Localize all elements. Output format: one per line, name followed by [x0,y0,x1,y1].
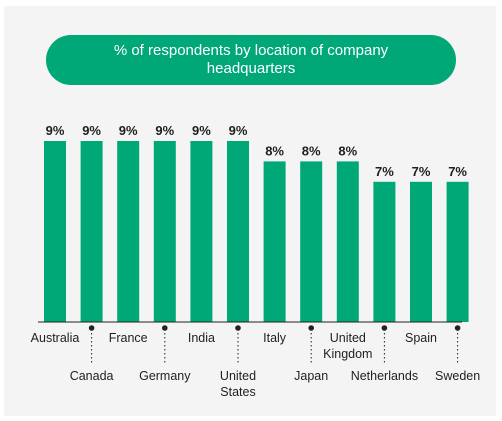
category-label: Netherlands [351,369,418,383]
bar-canada [80,141,103,322]
leader-dot [308,325,315,331]
bar-germany [153,141,176,322]
value-label: 8% [338,143,357,158]
category-label: Italy [263,331,287,345]
leader-dot [235,325,241,331]
value-label: 8% [302,143,321,158]
value-label: 8% [265,143,284,158]
value-label: 9% [229,123,248,138]
value-label: 9% [192,123,211,138]
category-label: Japan [294,369,328,383]
value-label: 7% [375,164,394,179]
bar-sweden [446,181,469,322]
category-label: France [109,331,148,345]
chart-title: % of respondents by location of company … [113,42,389,77]
category-label: Canada [70,369,114,383]
category-label: Sweden [435,369,480,383]
category-label: United [330,331,366,345]
bar-netherlands [373,181,396,322]
category-label: United [220,369,256,383]
category-label: India [188,331,215,345]
chart-title-pill: % of respondents by location of company … [46,35,456,85]
bar-australia [44,141,66,322]
leader-dot [381,325,388,331]
value-label: 9% [82,123,101,138]
value-label: 9% [119,123,138,138]
bar-spain [410,181,432,322]
leader-dot [88,325,95,331]
category-label: Kingdom [323,347,372,361]
value-label: 9% [155,123,174,138]
bar-india [190,141,213,322]
category-label: States [220,385,255,399]
category-label: Australia [31,331,80,345]
leader-dot [162,325,168,331]
value-label: 7% [412,164,431,179]
category-label: Germany [139,369,191,383]
category-label: Spain [405,331,437,345]
leader-dot [454,325,461,331]
value-label: 9% [46,123,65,138]
bar-italy [263,161,286,322]
bar-france [117,141,140,322]
value-label: 7% [448,164,467,179]
bar-united-states [227,141,249,322]
bar-japan [300,161,323,322]
bar-united-kingdom [336,161,359,322]
